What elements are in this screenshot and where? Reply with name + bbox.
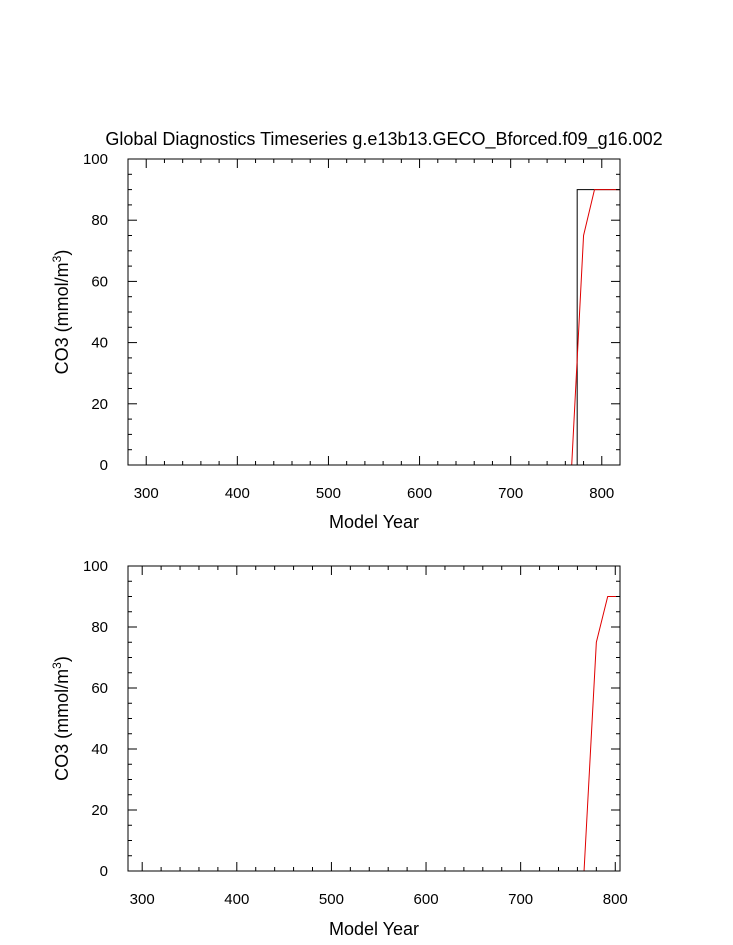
series-line-1 — [128, 189, 620, 465]
x-tick-label: 700 — [498, 485, 523, 502]
x-axis-label: Model Year — [329, 919, 419, 939]
x-tick-label: 300 — [130, 891, 155, 908]
series-line-1 — [128, 596, 620, 871]
x-tick-label: 600 — [414, 891, 439, 908]
series-line-2 — [128, 189, 620, 465]
x-tick-label: 500 — [316, 485, 341, 502]
y-tick-label: 0 — [100, 457, 108, 474]
y-axis-label-sup: 3 — [50, 255, 64, 262]
y-axis-label: CO3 (mmol/m3) — [50, 250, 72, 375]
y-axis-label-close: ) — [52, 656, 72, 662]
y-tick-label: 40 — [91, 741, 108, 758]
y-axis-label-sup: 3 — [50, 662, 64, 669]
y-axis-label: CO3 (mmol/m3) — [50, 656, 72, 781]
y-tick-label: 80 — [91, 619, 108, 636]
x-axis-label: Model Year — [329, 512, 419, 532]
y-tick-label: 0 — [100, 863, 108, 880]
y-tick-label: 80 — [91, 212, 108, 229]
x-tick-label: 700 — [508, 891, 533, 908]
y-tick-label: 40 — [91, 335, 108, 352]
x-tick-label: 800 — [589, 485, 614, 502]
y-tick-label: 60 — [91, 273, 108, 290]
y-tick-label: 20 — [91, 802, 108, 819]
chart-title: Global Diagnostics Timeseries g.e13b13.G… — [105, 129, 662, 150]
y-tick-label: 60 — [91, 680, 108, 697]
plot-frame — [127, 158, 621, 466]
x-tick-label: 400 — [224, 891, 249, 908]
y-tick-label: 100 — [83, 558, 108, 575]
y-axis-label-close: ) — [52, 250, 72, 256]
x-tick-label: 800 — [603, 891, 628, 908]
chart-2: 300 400 500 600 700 800 0 20 40 60 80 100 Model Year… — [50, 558, 628, 939]
y-tick-label: 100 — [83, 151, 108, 168]
x-tick-label: 600 — [407, 485, 432, 502]
x-tick-label: 300 — [134, 485, 159, 502]
x-tick-label: 500 — [319, 891, 344, 908]
y-axis-label-main: CO3 (mmol/m — [52, 262, 72, 374]
y-axis-label-main: CO3 (mmol/m — [52, 669, 72, 781]
x-tick-label: 400 — [225, 485, 250, 502]
plot-frame — [127, 565, 621, 872]
y-tick-label: 20 — [91, 396, 108, 413]
